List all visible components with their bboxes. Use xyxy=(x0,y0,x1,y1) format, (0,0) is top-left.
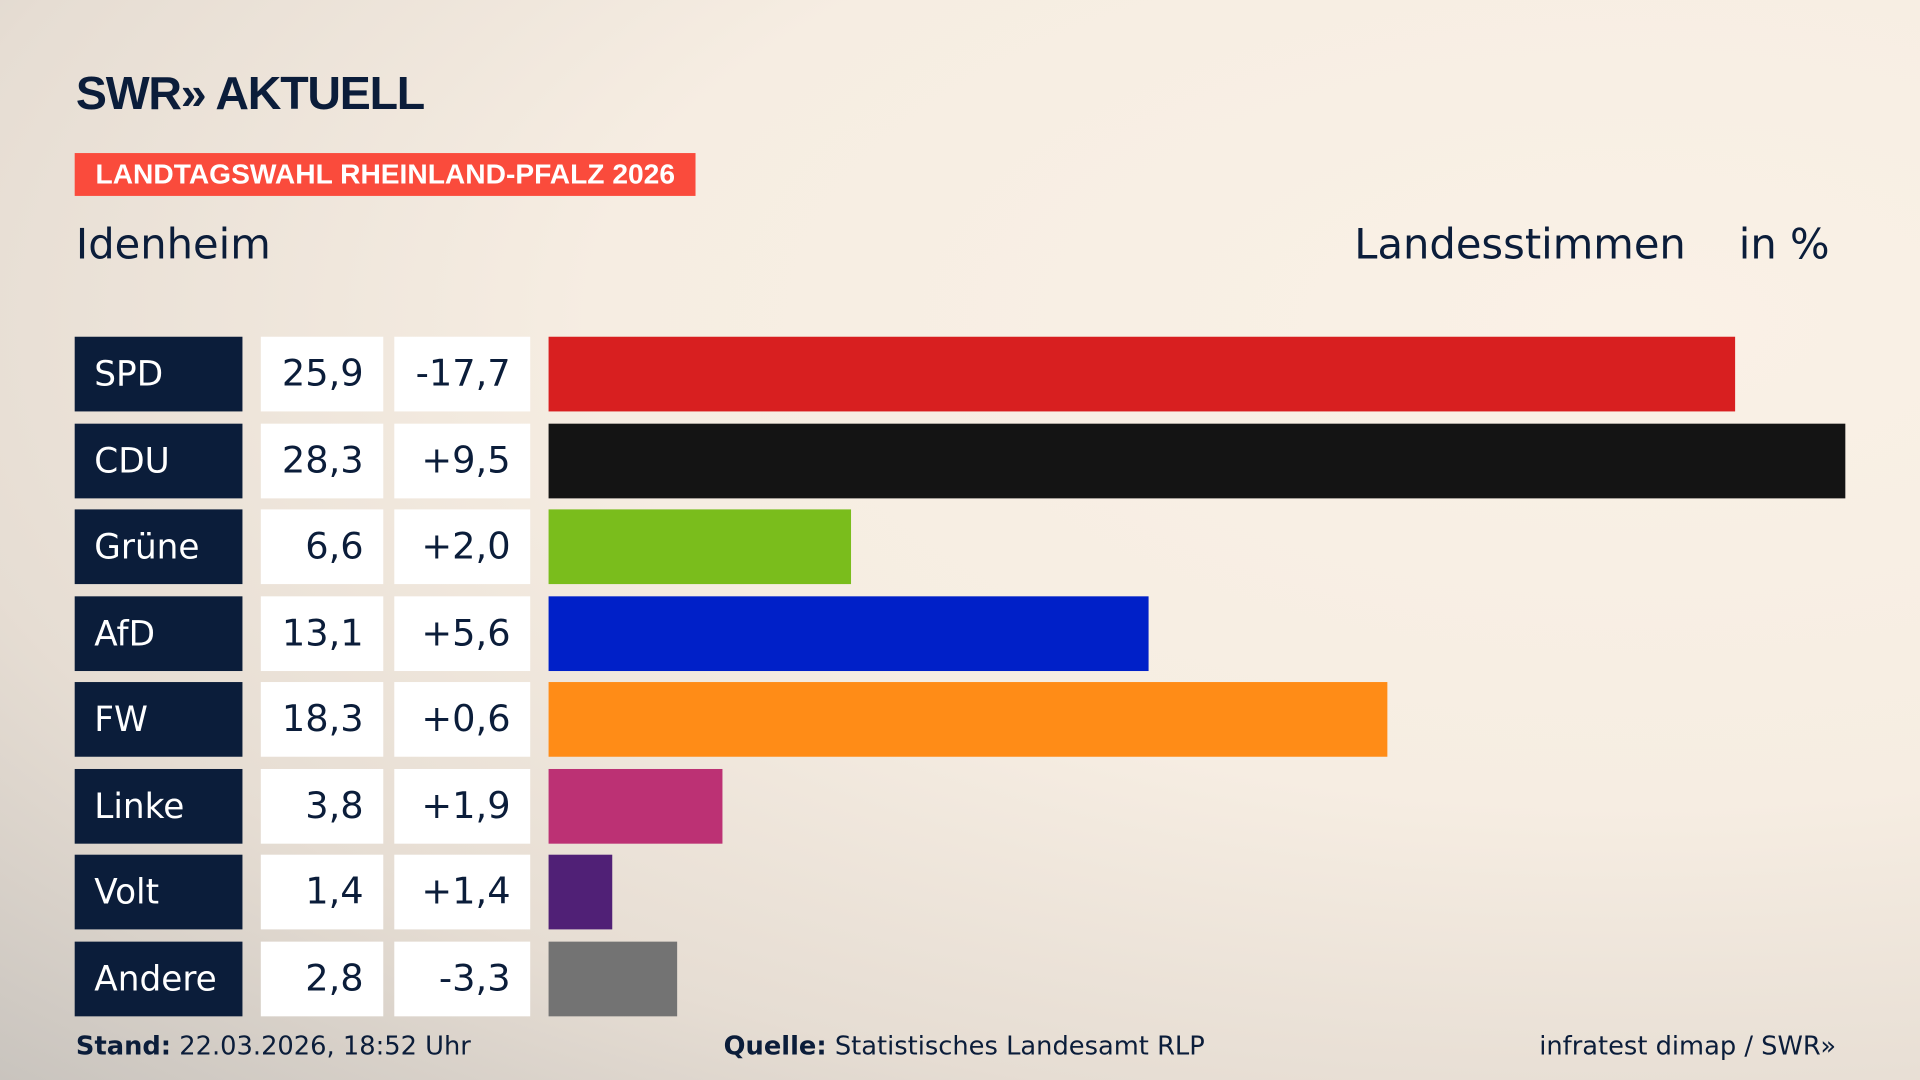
party-label: Linke xyxy=(74,768,243,844)
diff-label: +2,0 xyxy=(394,509,531,585)
unit-label: in % xyxy=(1738,220,1830,270)
party-label: Grüne xyxy=(74,509,243,585)
diff-label: -3,3 xyxy=(394,941,531,1016)
value-label: 1,4 xyxy=(260,854,384,930)
party-label: SPD xyxy=(74,336,243,412)
bar-linke xyxy=(548,768,723,844)
stand-value: 22.03.2026, 18:52 Uhr xyxy=(179,1031,471,1061)
bar-cdu xyxy=(548,423,1846,498)
diff-label: +5,6 xyxy=(394,595,531,671)
party-label: AfD xyxy=(74,595,243,671)
measure-label: Landesstimmen xyxy=(1354,220,1686,270)
diff-label: -17,7 xyxy=(394,336,531,412)
value-label: 2,8 xyxy=(260,941,384,1016)
value-label: 3,8 xyxy=(260,768,384,844)
source: Quelle: Statistisches Landesamt RLP xyxy=(724,1031,1205,1060)
swr-aktuell-logo: SWR» AKTUELL xyxy=(75,68,425,121)
stand-label: Stand: xyxy=(75,1031,172,1061)
diff-label: +1,9 xyxy=(394,768,531,844)
value-label: 13,1 xyxy=(260,595,384,671)
source-value: Statistisches Landesamt RLP xyxy=(834,1031,1205,1061)
value-label: 28,3 xyxy=(260,423,384,498)
party-label: CDU xyxy=(74,423,243,498)
bar-fw xyxy=(548,682,1388,757)
timestamp: Stand: 22.03.2026, 18:52 Uhr xyxy=(76,1031,471,1060)
party-label: FW xyxy=(74,682,243,757)
bar-grüne xyxy=(548,509,851,585)
bar-spd xyxy=(548,336,1736,412)
value-label: 18,3 xyxy=(260,682,384,757)
value-label: 6,6 xyxy=(260,509,384,585)
party-label: Volt xyxy=(74,854,243,930)
bar-andere xyxy=(548,941,677,1016)
bar-afd xyxy=(548,595,1149,671)
place-title: Idenheim xyxy=(75,220,271,270)
source-label: Quelle: xyxy=(723,1031,827,1061)
diff-label: +1,4 xyxy=(394,854,531,930)
credit: infratest dimap / SWR» xyxy=(1539,1031,1837,1061)
election-badge: LANDTAGSWAHL RHEINLAND-PFALZ 2026 xyxy=(74,153,696,196)
value-label: 25,9 xyxy=(260,336,384,412)
diff-label: +0,6 xyxy=(394,682,531,757)
bar-volt xyxy=(548,854,613,930)
party-label: Andere xyxy=(74,941,243,1016)
diff-label: +9,5 xyxy=(394,423,531,498)
